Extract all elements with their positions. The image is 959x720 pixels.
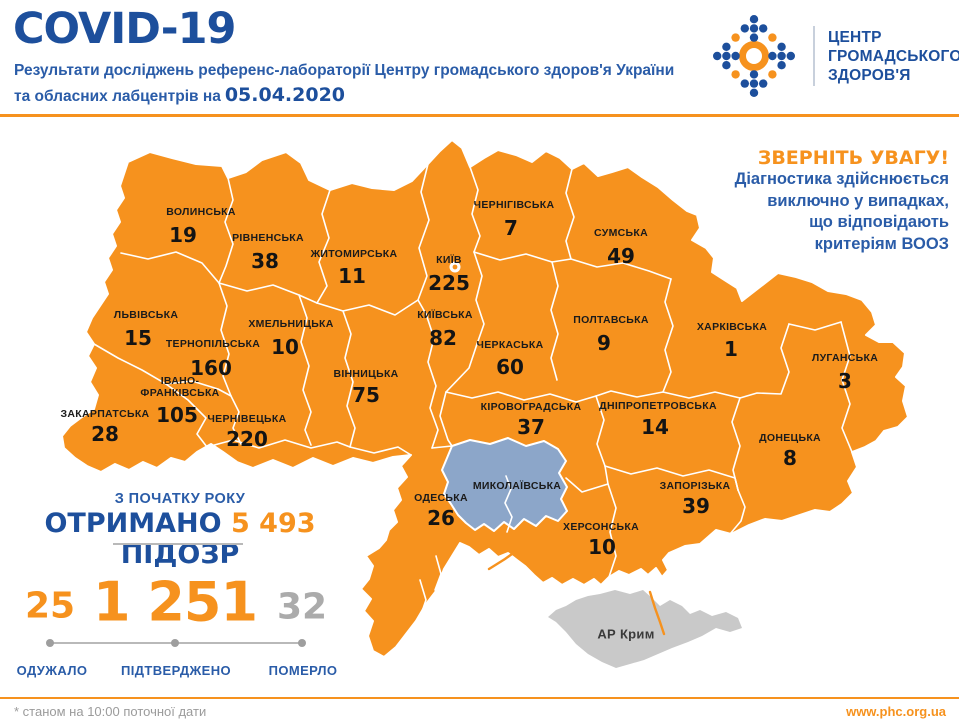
- phc-logo-text: ЦЕНТР ГРОМАДСЬКОГО ЗДОРОВ'Я: [828, 28, 959, 85]
- crimea-region-shape: [548, 590, 742, 668]
- received-value: 5 493: [230, 508, 316, 539]
- logo-line1: ЦЕНТР: [828, 29, 882, 46]
- footer-note: * станом на 10:00 поточної дати: [14, 704, 207, 719]
- stats-received-line: ОТРИМАНО 5 493 ПІДОЗР: [0, 508, 360, 570]
- notice-line3: що відповідають: [809, 213, 949, 231]
- stats-divider: [113, 543, 243, 545]
- footer-website: www.phc.org.ua: [846, 704, 946, 719]
- page-title: COVID-19: [13, 4, 236, 54]
- recovered-dot: [46, 639, 54, 647]
- kinburn-spit: [487, 547, 521, 571]
- buh-river: [504, 475, 513, 533]
- stats-header: З ПОЧАТКУ РОКУ ОТРИМАНО 5 493 ПІДОЗР: [0, 491, 360, 570]
- crimea-label: АР Крим: [597, 626, 655, 642]
- logo-divider: [813, 26, 815, 86]
- logo-line2: ГРОМАДСЬКОГО: [828, 48, 959, 65]
- attention-notice: ЗВЕРНІТЬ УВАГУ! Діагностика здійснюється…: [735, 147, 949, 255]
- phc-logo-icon: [713, 15, 795, 97]
- subtitle-line2: та обласних лабцентрів на 05.04.2020: [14, 84, 345, 106]
- kyiv-city-marker: [449, 261, 461, 273]
- notice-line2: виключно у випадках,: [767, 191, 949, 210]
- footer-divider: [0, 697, 959, 699]
- notice-line4: критеріям ВООЗ: [814, 234, 949, 253]
- subtitle-line1: Результати досліджень референс-лаборатор…: [14, 62, 675, 79]
- arabat-spit: [648, 590, 666, 636]
- recovered-label: ОДУЖАЛО: [16, 663, 88, 678]
- recovered-value: 25: [24, 585, 76, 627]
- confirmed-dot: [171, 639, 179, 647]
- ukraine-landmass: [61, 139, 909, 658]
- notice-title: ЗВЕРНІТЬ УВАГУ!: [757, 147, 949, 169]
- mykolaiv-region-shape: [441, 437, 568, 532]
- oblast-borders: [93, 163, 853, 639]
- died-dot: [298, 639, 306, 647]
- notice-line1: Діагностика здійснюється: [734, 170, 949, 188]
- died-value: 32: [276, 586, 328, 628]
- stats-period-label: З ПОЧАТКУ РОКУ: [114, 491, 246, 507]
- subtitle-line2-text: та обласних лабцентрів на: [14, 88, 221, 105]
- logo-line3: ЗДОРОВ'Я: [828, 67, 911, 84]
- header-divider: [0, 114, 959, 117]
- received-prefix: ОТРИМАНО: [44, 508, 222, 539]
- confirmed-label: ПІДТВЕРДЖЕНО: [120, 663, 232, 678]
- report-date: 05.04.2020: [224, 84, 346, 106]
- died-label: ПОМЕРЛО: [268, 663, 338, 678]
- confirmed-value: 1 251: [92, 570, 258, 634]
